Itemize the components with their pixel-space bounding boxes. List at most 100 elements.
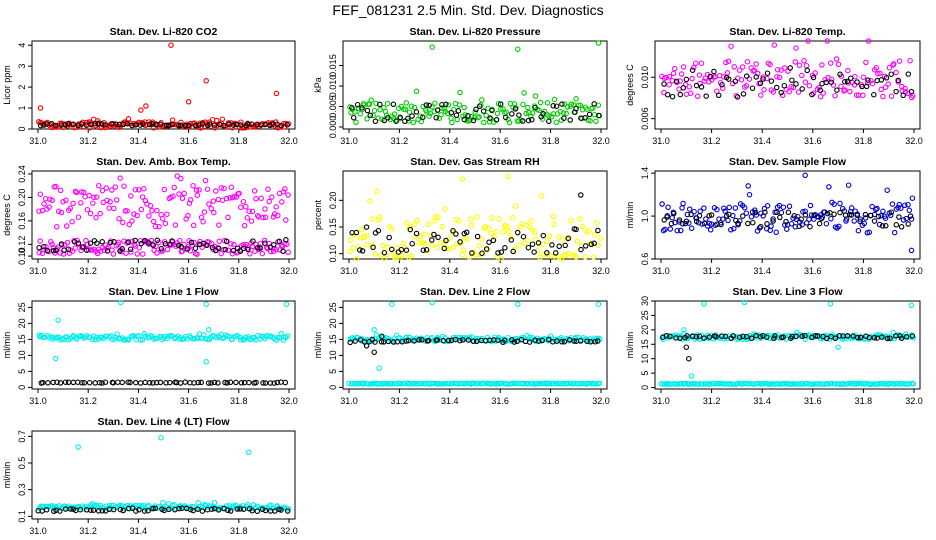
- data-point: [134, 251, 141, 257]
- y-tick-label: 0.000: [328, 116, 338, 139]
- data-point: [41, 201, 47, 207]
- data-point: [466, 254, 473, 261]
- data-point: [707, 227, 714, 233]
- data-point: [280, 248, 286, 255]
- data-point: [793, 333, 799, 340]
- data-point: [863, 59, 869, 66]
- data-point: [70, 200, 76, 207]
- data-point: [93, 194, 100, 200]
- data-point: [422, 240, 428, 247]
- data-point: [757, 80, 764, 86]
- data-point: [284, 122, 290, 128]
- data-point: [563, 110, 569, 117]
- y-tick-label: 20: [640, 325, 650, 335]
- data-point: [545, 336, 552, 343]
- data-point: [434, 244, 441, 251]
- y-tick-label: 15: [640, 339, 650, 349]
- data-point: [699, 221, 705, 227]
- data-point: [835, 61, 842, 68]
- data-point: [578, 246, 584, 253]
- outlier-point: [118, 299, 124, 306]
- data-point: [275, 212, 281, 219]
- plot-frame: [31, 430, 296, 520]
- data-point: [196, 187, 202, 193]
- data-point: [479, 97, 485, 103]
- data-point: [796, 62, 803, 69]
- data-point: [43, 507, 50, 513]
- data-point: [129, 218, 135, 224]
- data-point: [150, 242, 156, 248]
- data-point: [147, 332, 153, 339]
- data-point: [683, 218, 690, 225]
- data-point: [761, 87, 767, 93]
- data-point: [132, 186, 139, 193]
- data-point: [694, 93, 701, 100]
- y-axis-label: percent: [313, 199, 323, 230]
- data-point: [353, 255, 360, 262]
- x-tick-label: 31.0: [652, 136, 670, 146]
- data-point: [905, 221, 911, 227]
- data-point: [472, 109, 478, 115]
- data-point: [199, 121, 206, 127]
- data-point: [465, 337, 472, 343]
- x-tick-label: 31.6: [180, 136, 198, 146]
- data-point: [262, 121, 268, 128]
- chart-panel-9: Stan. Dev. Line 3 Flow ml/min 31.0 31.2 31.4…: [625, 286, 923, 406]
- data-point: [674, 227, 680, 234]
- data-point: [890, 329, 896, 336]
- data-point: [444, 245, 450, 252]
- data-point: [382, 380, 388, 387]
- data-point: [125, 116, 132, 122]
- data-point: [574, 238, 581, 245]
- data-point: [807, 223, 813, 230]
- data-point: [413, 88, 420, 95]
- data-point: [257, 245, 263, 252]
- series-reference: [661, 65, 915, 100]
- data-point: [55, 208, 62, 215]
- x-tick-label: 31.4: [753, 396, 771, 406]
- data-point: [714, 206, 720, 213]
- data-point: [573, 226, 579, 233]
- data-point: [896, 214, 902, 220]
- data-point: [347, 339, 353, 346]
- chart-panel-2: Stan. Dev. Li-820 Pressure kPa 31.0 31.2 31.…: [313, 26, 610, 146]
- data-point: [871, 218, 878, 224]
- outlier-point: [429, 299, 435, 306]
- data-point: [521, 240, 528, 247]
- data-point: [128, 249, 134, 255]
- data-point: [116, 216, 122, 222]
- data-point: [195, 379, 202, 386]
- data-point: [778, 89, 784, 96]
- data-point: [591, 231, 598, 238]
- data-point: [119, 379, 125, 386]
- data-point: [248, 121, 255, 127]
- data-point: [127, 379, 133, 386]
- data-point: [223, 195, 230, 202]
- data-point: [553, 103, 560, 109]
- data-point: [416, 381, 422, 387]
- data-point: [54, 379, 60, 385]
- outlier-point: [138, 107, 144, 113]
- plot-frame: [31, 170, 296, 260]
- data-point: [92, 121, 99, 127]
- data-point: [352, 109, 358, 115]
- data-point: [900, 217, 907, 223]
- data-point: [187, 197, 194, 203]
- data-point: [181, 190, 187, 197]
- data-point: [398, 246, 405, 253]
- data-point: [407, 226, 414, 233]
- data-point: [79, 380, 85, 386]
- data-point: [806, 83, 813, 89]
- data-point: [812, 333, 819, 339]
- data-point: [909, 195, 916, 201]
- data-point: [405, 115, 411, 122]
- data-point: [521, 380, 527, 387]
- data-point: [521, 90, 527, 96]
- data-point: [399, 252, 405, 259]
- data-point: [770, 218, 776, 224]
- data-point: [260, 380, 266, 386]
- data-point: [208, 380, 214, 386]
- data-point: [125, 379, 131, 385]
- data-point: [554, 338, 560, 344]
- data-point: [278, 507, 284, 513]
